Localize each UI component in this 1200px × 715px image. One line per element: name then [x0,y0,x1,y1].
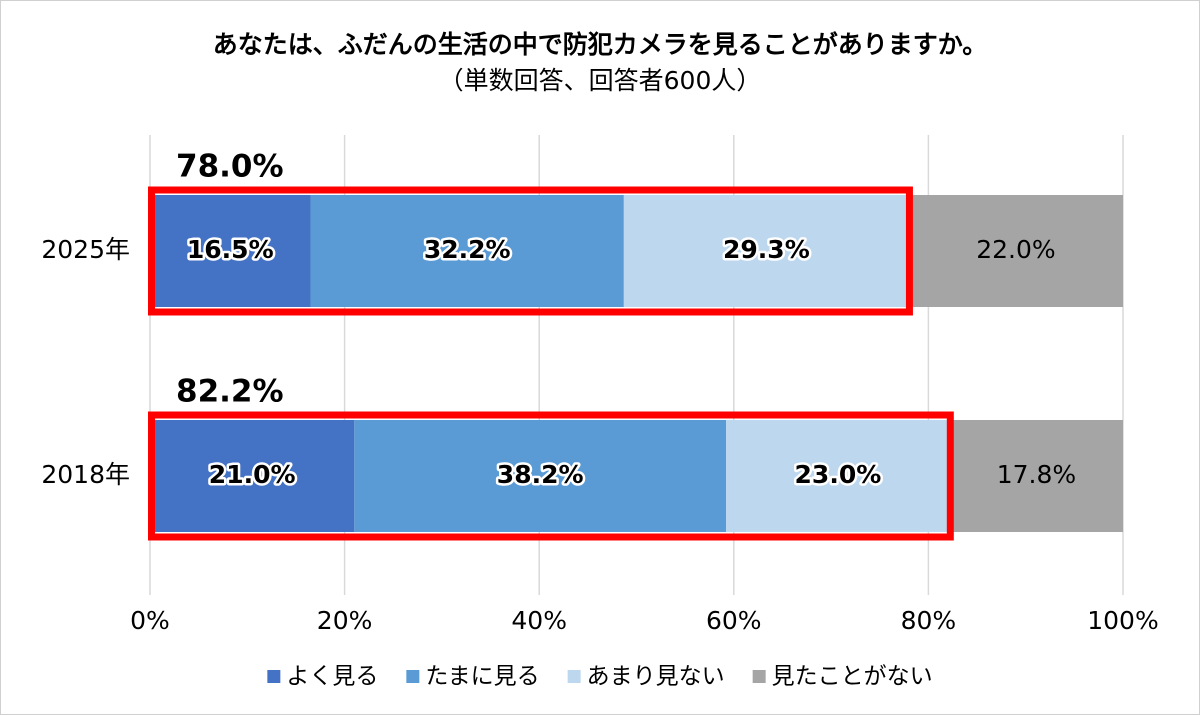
bar-segment [150,420,355,532]
value-label: 21.0% [209,460,296,489]
legend-label: 見たことがない [772,664,933,690]
bar-segment [949,420,1123,532]
x-tick-label: 0% [130,606,170,635]
legend-swatch [406,670,420,683]
annotation: 78.0% [176,149,284,185]
x-tick-label: 100% [1087,606,1158,635]
annotation: 82.2% [176,374,284,410]
legend-label: たまに見る [425,664,539,690]
value-label: 29.3% [723,235,810,264]
bar-segment [726,420,950,532]
x-tick-label: 60% [706,606,762,635]
legend-label: あまり見ない [587,664,725,690]
x-tick-label: 40% [511,606,567,635]
chart-subtitle: （単数回答、回答者600人） [439,66,762,95]
chart-title: あなたは、ふだんの生活の中で防犯カメラを見ることがありますか。 [213,30,988,59]
x-tick-label: 80% [901,606,957,635]
y-tick-label: 2025年 [41,235,130,264]
value-label: 23.0% [795,460,882,489]
bar-segment [623,195,909,307]
x-tick-label: 20% [317,606,373,635]
value-label: 17.8% [997,460,1076,489]
legend-label: よく見る [286,664,378,690]
value-label: 22.0% [976,235,1055,264]
bar-segment [354,420,727,532]
highlight-box [148,186,913,316]
value-label: 38.2% [497,460,584,489]
bar-segment [908,195,1123,307]
legend-swatch [752,670,766,683]
legend-swatch [267,670,281,683]
value-label: 32.2% [424,235,511,264]
legend-swatch [567,670,581,683]
bar-segment [310,195,624,307]
highlight-box [148,411,954,541]
y-tick-label: 2018年 [41,460,130,489]
value-label: 16.5% [187,235,274,264]
bar-segment [150,195,311,307]
